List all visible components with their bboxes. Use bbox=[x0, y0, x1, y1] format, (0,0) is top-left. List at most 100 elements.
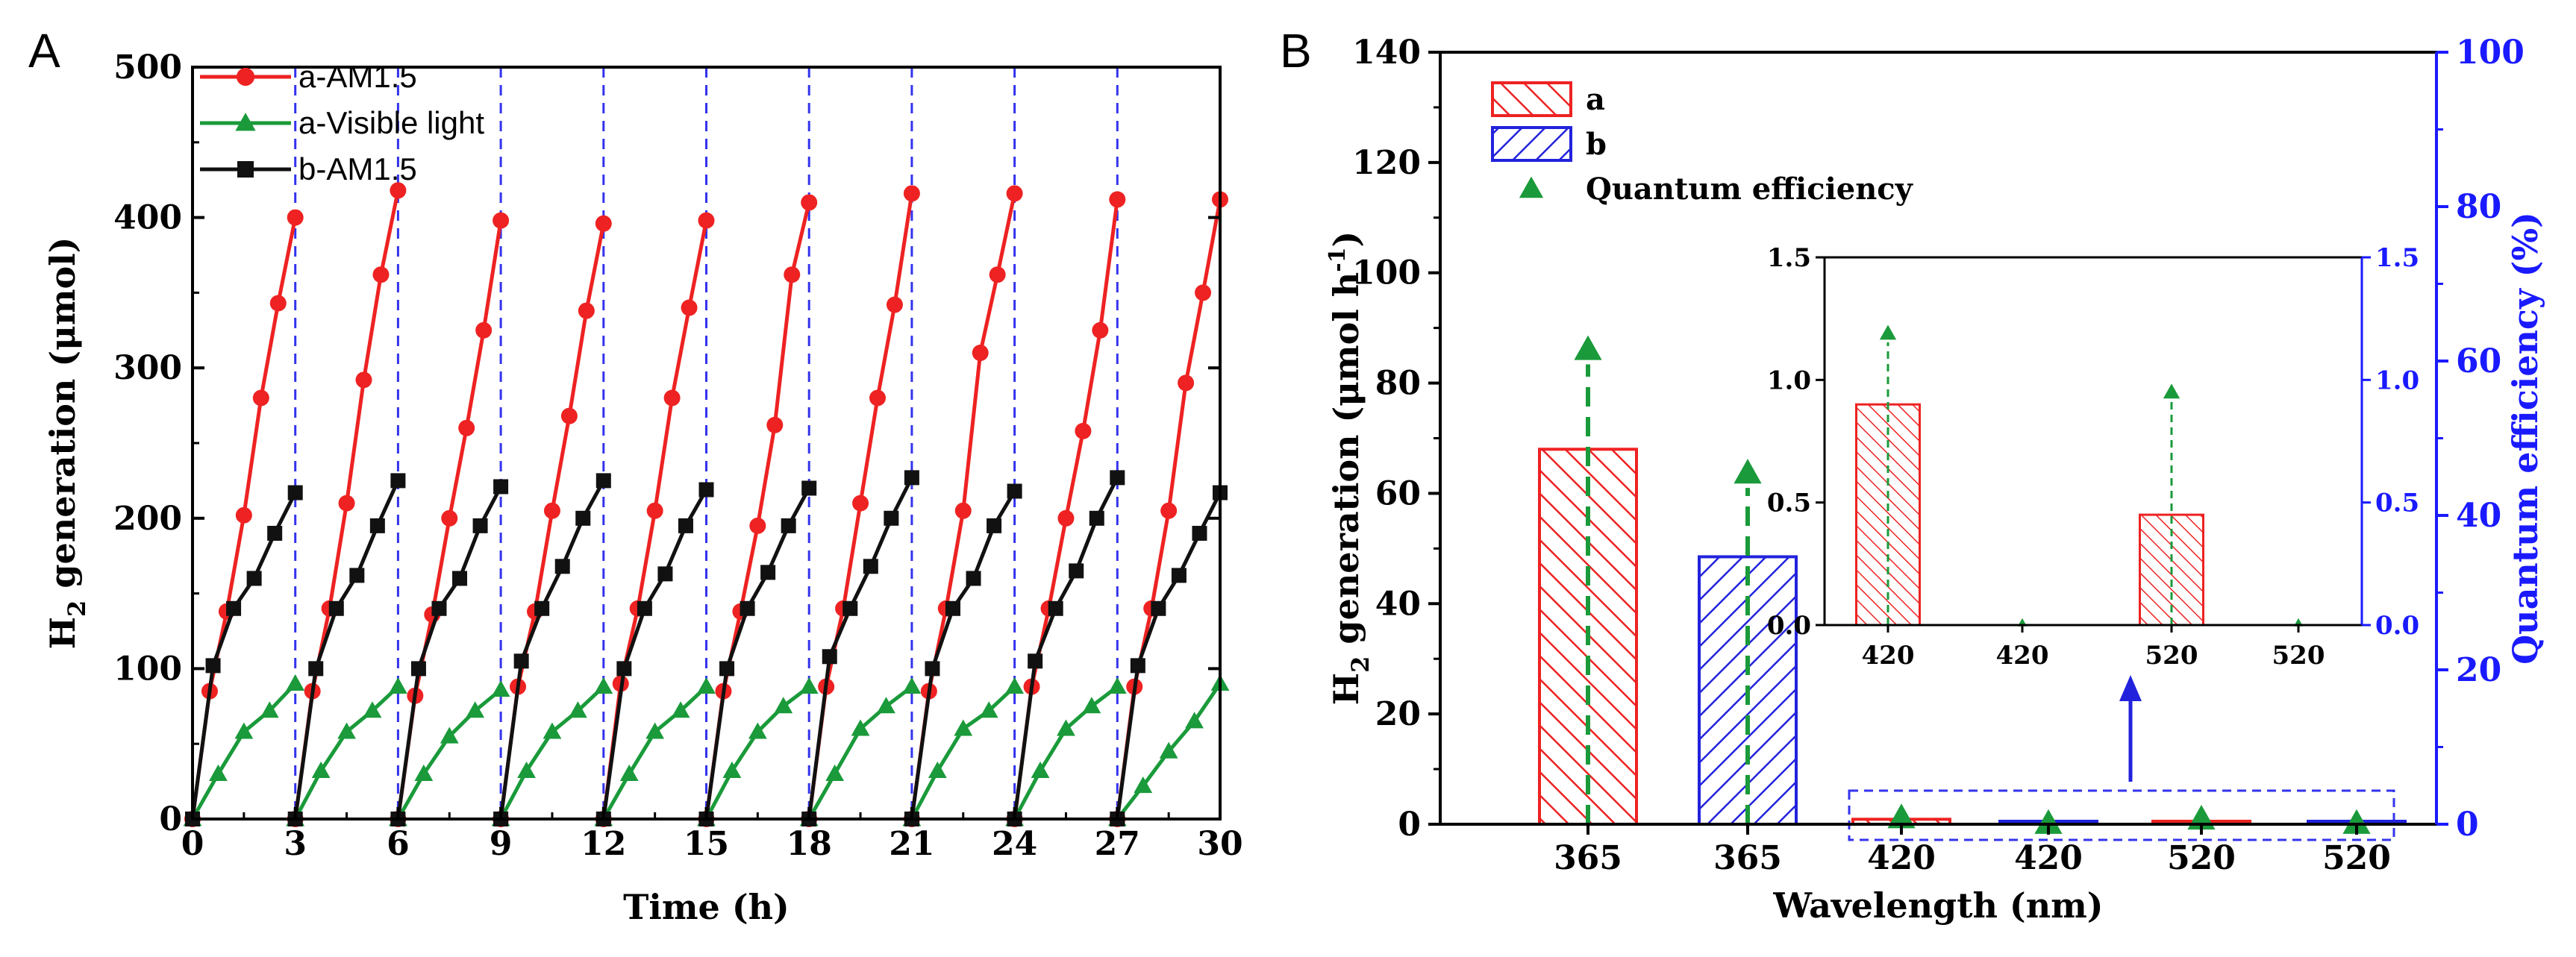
series-line bbox=[601, 489, 708, 820]
series-line bbox=[1013, 477, 1119, 820]
y-axis-title-rest: generation (μmol) bbox=[43, 237, 83, 600]
y-tick-label: 120 bbox=[1352, 144, 1421, 182]
data-point bbox=[311, 761, 331, 778]
data-point bbox=[698, 482, 714, 498]
data-point bbox=[657, 566, 673, 582]
data-point bbox=[543, 722, 562, 739]
legend-label: Quantum efficiency bbox=[1586, 172, 1914, 207]
inset-y-tick-label: 0.0 bbox=[1767, 611, 1811, 641]
data-point bbox=[1048, 600, 1063, 616]
y-axis-title-main: H bbox=[1326, 673, 1366, 705]
data-point bbox=[513, 653, 529, 669]
data-point bbox=[987, 518, 1002, 533]
data-point bbox=[269, 295, 287, 312]
inset-y2-tick-label: 0.5 bbox=[2375, 489, 2419, 518]
data-point bbox=[410, 661, 426, 677]
data-point bbox=[1069, 563, 1084, 579]
data-point bbox=[466, 701, 485, 718]
x-tick-label: 420 bbox=[2014, 839, 2083, 877]
series-line bbox=[704, 487, 811, 820]
data-point bbox=[972, 345, 989, 362]
inset-y2-tick-label: 1.0 bbox=[2375, 365, 2419, 395]
data-point bbox=[493, 479, 509, 495]
x-tick-label: 12 bbox=[581, 825, 626, 863]
inset-bar-420 bbox=[1855, 403, 1921, 627]
legend-label: a bbox=[1586, 82, 1605, 117]
data-point bbox=[363, 701, 382, 718]
data-point bbox=[1109, 191, 1126, 208]
series-line bbox=[293, 480, 400, 820]
data-point bbox=[637, 600, 652, 616]
x-tick-label: 18 bbox=[787, 825, 832, 863]
qe-point bbox=[1734, 459, 1762, 484]
data-point bbox=[1028, 653, 1043, 669]
data-point bbox=[595, 215, 612, 232]
data-point bbox=[578, 302, 595, 319]
data-point bbox=[1130, 658, 1145, 674]
data-point bbox=[1195, 284, 1212, 301]
y-axis-title-main: H bbox=[43, 617, 83, 649]
data-point bbox=[851, 719, 870, 736]
legend-label: a-Visible light bbox=[298, 105, 484, 140]
data-point bbox=[543, 502, 560, 519]
data-point bbox=[1160, 502, 1178, 519]
data-point bbox=[904, 470, 919, 486]
data-point bbox=[925, 661, 940, 677]
data-point bbox=[472, 518, 488, 533]
series-b-am1-5 bbox=[185, 470, 1228, 826]
y-axis-title-rest: generation (μmol h bbox=[1326, 272, 1366, 656]
x-tick-label: 365 bbox=[1713, 839, 1782, 877]
chart-b: 0 20 40 60 80 100 120 140 0 20 40 60 80 100 365 365 420 4… bbox=[1325, 34, 2545, 926]
data-point bbox=[458, 419, 475, 436]
data-point bbox=[234, 722, 254, 739]
x-tick-label: 9 bbox=[490, 825, 513, 863]
data-point bbox=[989, 266, 1006, 283]
y-tick-label: 80 bbox=[1375, 365, 1421, 403]
data-point bbox=[1178, 374, 1195, 392]
data-point bbox=[267, 525, 283, 541]
data-point bbox=[349, 568, 365, 583]
legend-label: b bbox=[1586, 127, 1607, 162]
data-point bbox=[1007, 483, 1022, 499]
data-point bbox=[414, 764, 434, 781]
data-point bbox=[252, 389, 269, 407]
data-point bbox=[852, 495, 869, 512]
series-line bbox=[910, 490, 1016, 820]
data-point bbox=[1005, 677, 1024, 694]
data-point bbox=[1082, 697, 1101, 714]
y2-tick-label: 80 bbox=[2456, 188, 2501, 226]
data-point bbox=[491, 680, 510, 697]
data-point bbox=[801, 194, 818, 211]
data-point bbox=[749, 517, 766, 534]
data-point bbox=[452, 571, 468, 586]
data-point bbox=[389, 677, 407, 694]
data-point bbox=[517, 761, 536, 778]
data-point bbox=[825, 764, 845, 781]
data-point bbox=[287, 209, 304, 226]
qe-point bbox=[2342, 809, 2371, 834]
x-tick-label: 24 bbox=[992, 825, 1037, 863]
y2-tick-label: 40 bbox=[2456, 497, 2501, 535]
qe-point bbox=[1887, 803, 1916, 829]
x-tick-label: 520 bbox=[2322, 839, 2391, 877]
data-point bbox=[441, 509, 458, 527]
legend-swatch-b bbox=[1491, 126, 1572, 162]
data-point bbox=[594, 677, 613, 694]
legend-marker bbox=[235, 113, 256, 131]
data-point bbox=[1192, 525, 1207, 541]
data-point bbox=[493, 212, 510, 229]
y-axis-title: H2 generation (μmol h-1) bbox=[1325, 231, 1375, 706]
data-point bbox=[235, 506, 252, 524]
qe-point bbox=[1574, 335, 1602, 360]
data-point bbox=[945, 600, 960, 616]
x-tick-label: 365 bbox=[1554, 839, 1622, 877]
data-point bbox=[209, 764, 228, 781]
data-point bbox=[903, 185, 920, 202]
y-tick-label: 60 bbox=[1375, 474, 1421, 512]
legend-marker bbox=[237, 161, 254, 178]
series-line bbox=[1115, 492, 1222, 820]
data-point bbox=[681, 299, 698, 316]
x-tick-label: 3 bbox=[284, 825, 307, 863]
x-tick-label: 30 bbox=[1197, 825, 1242, 863]
